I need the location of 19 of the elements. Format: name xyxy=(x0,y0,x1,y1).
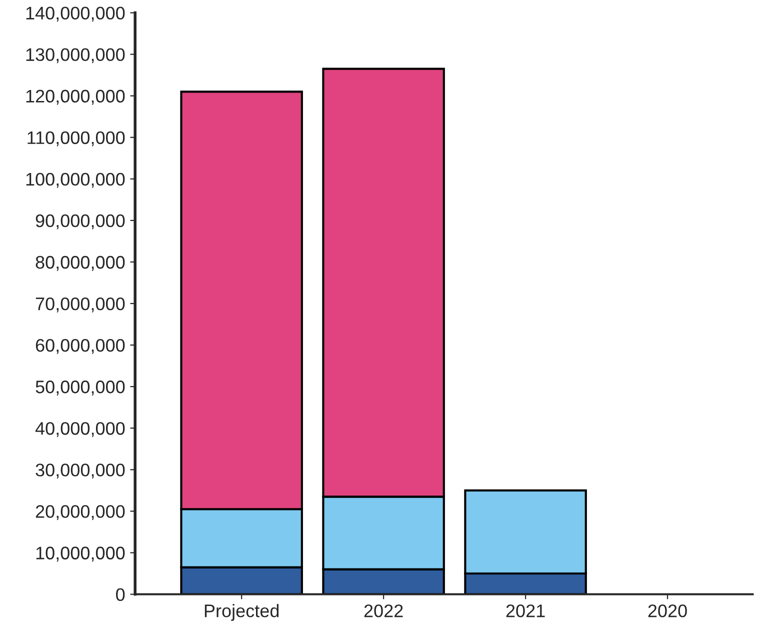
y-tick-label: 50,000,000 xyxy=(36,380,125,396)
x-tick-label: 2022 xyxy=(364,604,403,618)
y-tick-label: 40,000,000 xyxy=(35,422,125,437)
y-tick-label: 110,000,000 xyxy=(28,131,125,146)
y-tick-label: 120,000,000 xyxy=(26,90,125,105)
y-tick-label: 90,000,000 xyxy=(36,214,125,230)
y-tick-label: 140,000,000 xyxy=(26,6,125,22)
y-tick-label: 70,000,000 xyxy=(36,297,125,312)
y-tick-label: 0 xyxy=(116,588,125,601)
x-tick-label: 2020 xyxy=(648,604,687,618)
y-tick-label: 80,000,000 xyxy=(36,256,125,271)
y-tick-label: 130,000,000 xyxy=(26,48,125,64)
x-tick-label: Projected xyxy=(204,604,279,621)
x-tick-label: 2021 xyxy=(506,604,545,618)
y-tick-label: 60,000,000 xyxy=(36,338,125,354)
y-tick-label: 30,000,000 xyxy=(36,464,125,479)
y-tick-label: 10,000,000 xyxy=(36,546,125,562)
y-tick-label: 100,000,000 xyxy=(26,172,125,188)
y-tick-label: 20,000,000 xyxy=(36,505,125,520)
